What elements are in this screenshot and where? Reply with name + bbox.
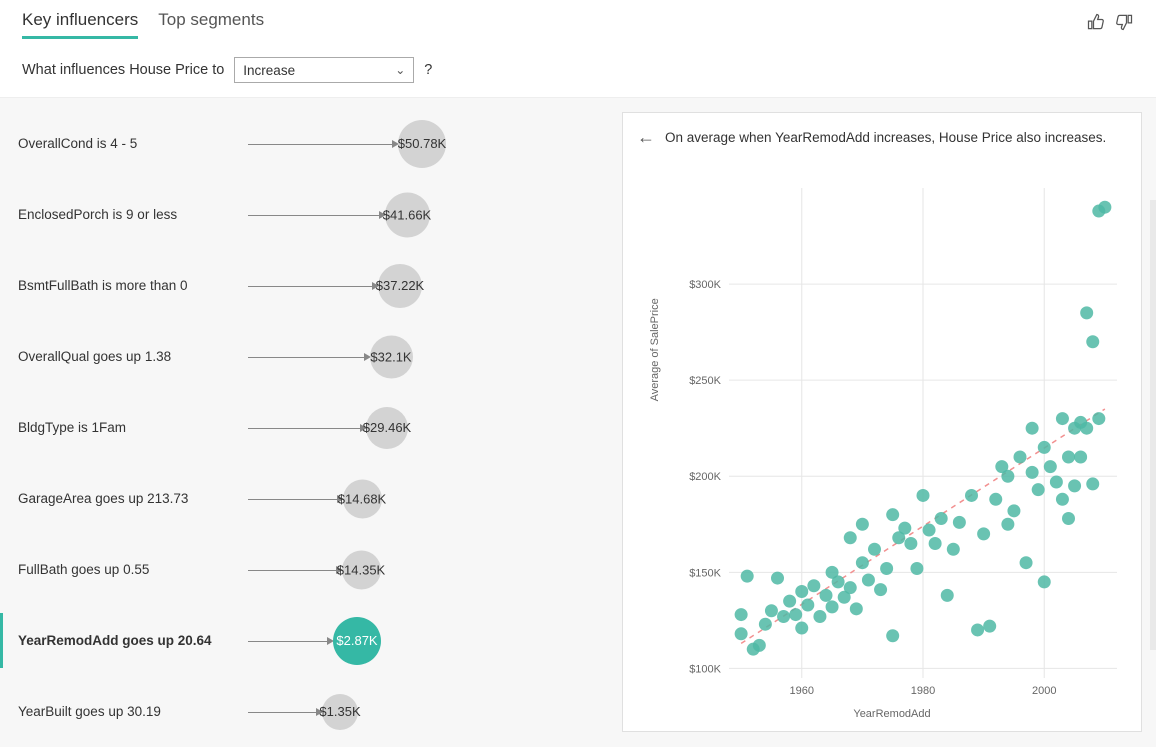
influencer-bubble[interactable]: $29.46K xyxy=(366,407,408,449)
thumbs-down-icon[interactable] xyxy=(1114,12,1134,37)
svg-text:$150K: $150K xyxy=(689,567,721,579)
svg-text:2000: 2000 xyxy=(1032,685,1056,697)
influencer-row[interactable]: BldgType is 1Fam $29.46K xyxy=(18,392,614,463)
influencer-bubble[interactable]: $41.66K xyxy=(385,192,430,237)
x-axis-title: YearRemodAdd xyxy=(853,708,930,720)
svg-text:$100K: $100K xyxy=(689,663,721,675)
scrollbar[interactable] xyxy=(1150,200,1156,650)
influencer-connector xyxy=(248,428,360,429)
influencer-connector xyxy=(248,144,392,145)
question-text: What influences House Price to xyxy=(22,62,224,78)
influencer-row[interactable]: BsmtFullBath is more than 0 $37.22K xyxy=(18,250,614,321)
influencer-bubble[interactable]: $14.35K xyxy=(342,550,381,589)
svg-text:$200K: $200K xyxy=(689,471,721,483)
influencer-row[interactable]: EnclosedPorch is 9 or less $41.66K xyxy=(18,179,614,250)
influencer-bubble[interactable]: $32.1K xyxy=(370,335,413,378)
influencer-connector xyxy=(248,286,372,287)
svg-text:$250K: $250K xyxy=(689,375,721,387)
influencer-connector xyxy=(248,499,337,500)
influencer-label: OverallQual goes up 1.38 xyxy=(18,348,218,366)
influencer-connector xyxy=(248,712,316,713)
help-icon[interactable]: ? xyxy=(424,62,432,78)
influencer-row[interactable]: FullBath goes up 0.55 $14.35K xyxy=(18,534,614,605)
tab-top-segments[interactable]: Top segments xyxy=(158,10,264,39)
chevron-down-icon: ⌄ xyxy=(395,63,405,77)
influencer-label: YearRemodAdd goes up 20.64 xyxy=(18,632,218,650)
influencer-label: YearBuilt goes up 30.19 xyxy=(18,703,218,721)
influencers-list: OverallCond is 4 - 5 $50.78K EnclosedPorch… xyxy=(0,98,614,747)
svg-text:1960: 1960 xyxy=(790,685,814,697)
chart-card: ← On average when YearRemodAdd increases… xyxy=(622,112,1142,732)
influencer-row[interactable]: GarageArea goes up 213.73 $14.68K xyxy=(18,463,614,534)
influencer-bubble[interactable]: $2.87K xyxy=(333,617,381,665)
influencer-row[interactable]: OverallQual goes up 1.38 $32.1K xyxy=(18,321,614,392)
svg-text:$300K: $300K xyxy=(689,279,721,291)
influencer-label: FullBath goes up 0.55 xyxy=(18,561,218,579)
influencer-label: EnclosedPorch is 9 or less xyxy=(18,206,218,224)
influencer-bubble[interactable]: $14.68K xyxy=(343,479,382,518)
scatter-plot: 196019802000$100K$150K$200K$250K$300K xyxy=(729,188,1117,678)
influencer-bubble[interactable]: $37.22K xyxy=(378,264,422,308)
svg-text:1980: 1980 xyxy=(911,685,935,697)
direction-dropdown[interactable]: Increase ⌄ xyxy=(234,57,414,83)
influencer-connector xyxy=(248,357,364,358)
thumbs-up-icon[interactable] xyxy=(1086,12,1106,37)
influencer-row[interactable]: OverallCond is 4 - 5 $50.78K xyxy=(18,108,614,179)
back-arrow-icon[interactable]: ← xyxy=(637,127,655,148)
influencer-bubble[interactable]: $1.35K xyxy=(322,694,358,730)
influencer-label: GarageArea goes up 213.73 xyxy=(18,490,218,508)
influencer-bubble[interactable]: $50.78K xyxy=(398,120,446,168)
influencer-label: BldgType is 1Fam xyxy=(18,419,218,437)
influencer-label: BsmtFullBath is more than 0 xyxy=(18,277,218,295)
influencer-row[interactable]: YearBuilt goes up 30.19 $1.35K xyxy=(18,676,614,747)
tab-key-influencers[interactable]: Key influencers xyxy=(22,10,138,39)
chart-title: On average when YearRemodAdd increases, … xyxy=(665,130,1106,145)
influencer-connector xyxy=(248,215,379,216)
dropdown-value: Increase xyxy=(243,63,295,78)
influencer-connector xyxy=(248,570,336,571)
influencer-connector xyxy=(248,641,327,642)
y-axis-title: Average of SalePrice xyxy=(649,298,661,401)
influencer-label: OverallCond is 4 - 5 xyxy=(18,135,218,153)
influencer-row[interactable]: YearRemodAdd goes up 20.64 $2.87K xyxy=(18,605,614,676)
selection-indicator xyxy=(0,613,3,668)
